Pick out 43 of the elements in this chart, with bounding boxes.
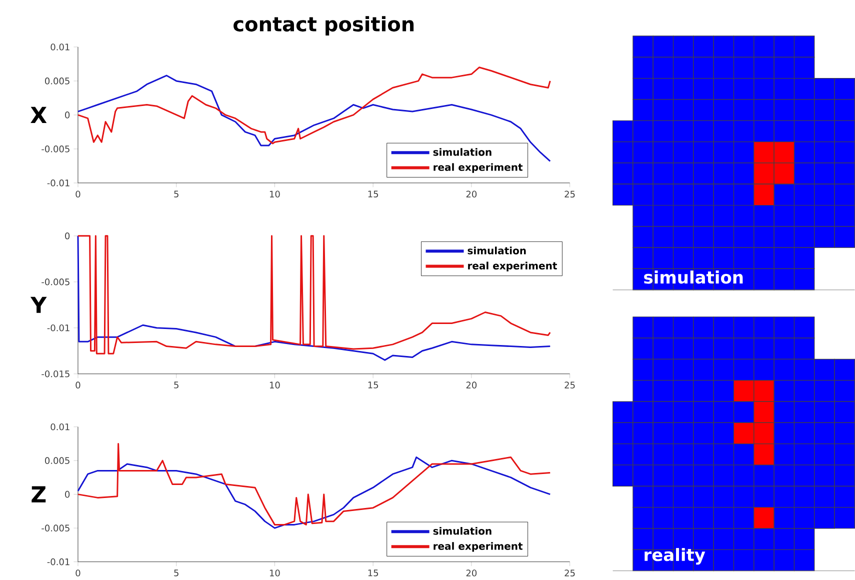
y-tick-label: -0.005: [42, 524, 70, 532]
x-tick-label: 25: [564, 382, 575, 389]
legend-label: real experiment: [434, 542, 523, 552]
legend-label: real experiment: [434, 163, 523, 174]
y-tick-label: -0.015: [42, 370, 70, 378]
y-tick-label: -0.01: [47, 180, 70, 186]
legend-label: simulation: [468, 246, 526, 254]
y-tick-label: -0.01: [47, 558, 70, 566]
legend-label: simulation: [433, 148, 492, 156]
line-series: [77, 456, 551, 529]
x-tick-label: 15: [368, 190, 378, 198]
x-tick-label: 0: [76, 570, 80, 577]
x-tick-label: 10: [270, 570, 280, 577]
chart-title: contact position: [234, 16, 414, 36]
x-tick-label: 25: [564, 190, 575, 198]
x-tick-label: 5: [174, 570, 178, 576]
y-tick-label: 0: [65, 232, 70, 240]
y-tick-label: 0.005: [45, 78, 70, 84]
x-tick-label: 10: [270, 382, 280, 389]
y-tick-label: 0: [65, 112, 70, 118]
y-tick-label: 0.01: [50, 44, 70, 50]
y-tick-label: 0.005: [45, 457, 70, 464]
x-tick-label: 10: [270, 190, 280, 198]
y-tick-label: -0.01: [47, 324, 70, 332]
y-tick-label: -0.005: [42, 278, 70, 286]
y-tick-label: 0.01: [50, 424, 70, 430]
y-axis-title: X: [30, 107, 47, 124]
x-tick-label: 0: [76, 382, 80, 389]
x-tick-label: 0: [76, 190, 80, 198]
legend-label: real experiment: [468, 262, 557, 272]
x-tick-label: 5: [174, 382, 178, 388]
x-tick-label: 20: [466, 570, 477, 577]
y-axis-title: Y: [30, 296, 47, 314]
y-tick-label: 0: [65, 491, 70, 498]
x-tick-label: 5: [174, 190, 178, 198]
legend-label: simulation: [433, 527, 492, 535]
x-tick-label: 15: [368, 570, 378, 576]
x-tick-label: 25: [564, 570, 575, 577]
x-tick-label: 20: [466, 382, 477, 389]
y-axis-title: Z: [32, 486, 46, 502]
x-tick-label: 20: [466, 190, 477, 198]
y-tick-label: -0.005: [42, 146, 70, 152]
x-tick-label: 15: [368, 382, 378, 388]
